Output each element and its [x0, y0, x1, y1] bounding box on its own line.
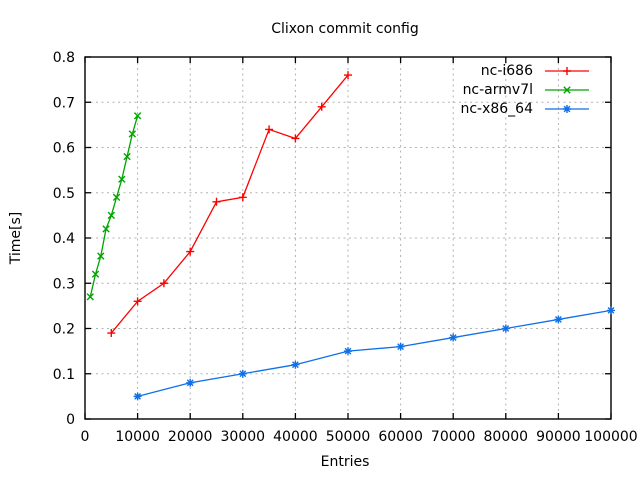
x-tick-label: 0 [81, 429, 90, 445]
x-tick-label: 80000 [484, 429, 529, 445]
y-tick-label: 0.5 [53, 186, 75, 202]
y-tick-label: 0.1 [53, 367, 75, 383]
x-tick-label: 10000 [115, 429, 160, 445]
y-tick-label: 0.8 [53, 50, 75, 66]
x-tick-label: 50000 [326, 429, 371, 445]
series-layer [86, 71, 615, 401]
series-line-nc-i686 [110, 74, 349, 334]
series-markers-nc-i686 [107, 71, 352, 338]
x-tick-label: 60000 [378, 429, 423, 445]
y-tick-label: 0.6 [53, 141, 75, 157]
x-tick-label: 70000 [431, 429, 476, 445]
legend-marker-cross-icon [563, 86, 571, 94]
x-tick-label: 90000 [536, 429, 581, 445]
y-tick-label: 0 [66, 412, 75, 428]
y-tick-label: 0.7 [53, 95, 75, 111]
legend-label-nc-i686: nc-i686 [481, 63, 533, 79]
legend-marker-asterisk-icon [563, 105, 571, 113]
y-tick-label: 0.2 [53, 322, 75, 338]
x-tick-label: 100000 [584, 429, 637, 445]
legend-label-nc-x86_64: nc-x86_64 [460, 101, 533, 117]
series-line-nc-x86_64 [137, 309, 612, 398]
series-markers-nc-x86_64 [133, 306, 615, 401]
axes-layer: 0 10000 20000 30000 40000 50000 60000 70000 8000… [53, 50, 638, 445]
y-tick-label: 0.3 [53, 276, 75, 292]
y-axis-label: Time[s] [8, 212, 24, 265]
x-tick-label: 20000 [168, 429, 213, 445]
legend-label-nc-armv7l: nc-armv7l [463, 82, 533, 98]
x-tick-label: 40000 [273, 429, 318, 445]
series-line-nc-armv7l [89, 115, 139, 297]
series-markers-nc-armv7l [86, 112, 142, 301]
x-tick-label: 30000 [221, 429, 266, 445]
legend-layer: nc-i686 nc-armv7l nc-x86_64 [460, 63, 589, 117]
legend-marker-plus-icon [563, 67, 571, 75]
y-tick-label: 0.4 [53, 231, 75, 247]
chart-title: Clixon commit config [271, 21, 419, 37]
x-axis-label: Entries [321, 454, 370, 470]
